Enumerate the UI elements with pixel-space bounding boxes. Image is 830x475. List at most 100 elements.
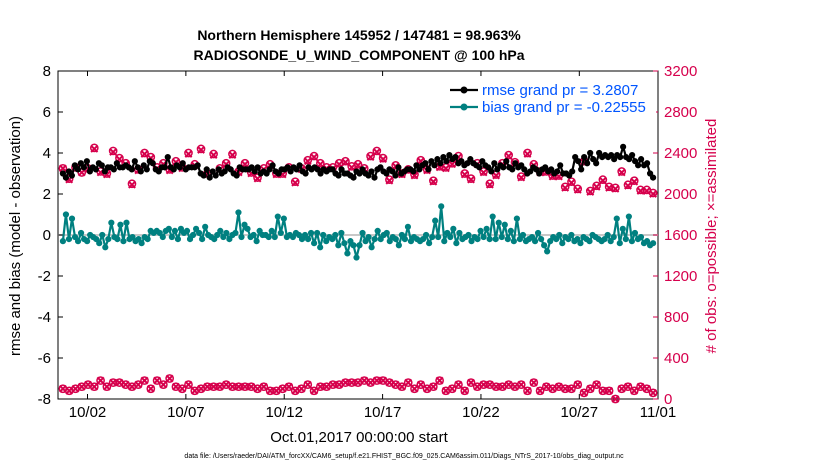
obs-assimilated-low-point-stroke (573, 380, 582, 389)
bias-point (108, 219, 115, 226)
obs-assimilated-low-point-stroke (90, 382, 99, 391)
obs-possible-low-point (642, 384, 652, 394)
bias-point (586, 238, 593, 245)
bias-point (637, 233, 645, 241)
obs-possible-low-point (177, 384, 187, 394)
obs-assimilated-point (630, 177, 639, 186)
bias-point (220, 233, 227, 241)
obs-assimilated-low-point-stroke (416, 380, 425, 389)
rmse-point (83, 158, 90, 165)
rmse-point (101, 168, 108, 175)
obs-assimilated-point (429, 177, 438, 186)
obs-assimilated-low-point-stroke (303, 380, 312, 389)
bias-point (280, 215, 287, 222)
y-tick-label: -4 (38, 309, 51, 326)
obs-assimilated-low-point-stroke (328, 380, 337, 389)
bias-point (568, 231, 575, 239)
bias-point (547, 238, 554, 245)
obs-possible-low-point (209, 382, 218, 392)
obs-assimilated-low-point-stroke (642, 384, 651, 393)
rmse-point (137, 168, 144, 175)
obs-assimilated-low-point-stroke (109, 378, 118, 387)
obs-assimilated-point (479, 168, 488, 177)
obs-assimilated-point (598, 176, 607, 185)
obs-assimilated-low-point (517, 380, 526, 389)
rmse-point (491, 160, 498, 167)
bias-point (350, 242, 357, 249)
rmse-point (71, 162, 79, 169)
obs-assimilated-low-point-stroke (165, 374, 174, 383)
obs-assimilated-low-point (479, 380, 488, 389)
obs-assimilated-low-point (416, 380, 425, 389)
bias-point (426, 240, 433, 247)
rmse-point (536, 170, 543, 177)
bias-point (386, 238, 393, 245)
rmse-point (581, 154, 588, 161)
obs-assimilated-point (197, 146, 205, 154)
obs-assimilated-point-stroke (354, 161, 362, 170)
obs-assimilated-point-stroke (253, 174, 262, 183)
rmse-point (194, 162, 201, 169)
obs-assimilated-point (184, 150, 193, 158)
rmse-point (227, 166, 234, 173)
obs-assimilated-point (517, 173, 526, 182)
rmse-point (74, 166, 81, 173)
obs-assimilated-point-stroke (598, 176, 607, 185)
rmse-point (365, 172, 372, 179)
obs-possible-low-point (491, 382, 501, 392)
obs-assimilated-point (624, 181, 632, 190)
obs-possible-point (516, 172, 526, 181)
obs-possible-low-point (303, 380, 313, 389)
obs-assimilated-low-point-stroke (448, 384, 457, 393)
obs-assimilated-low-point (285, 382, 293, 391)
obs-assimilated-low-point-stroke (372, 376, 381, 385)
rmse-point (164, 154, 171, 161)
rmse-point (572, 154, 579, 161)
obs-assimilated-low-point-stroke (285, 382, 293, 391)
rmse-point (575, 158, 582, 165)
obs-possible-point (611, 183, 620, 193)
obs-assimilated-point-stroke (228, 151, 237, 159)
x-tick-label: 10/17 (364, 404, 402, 421)
obs-possible-low-point (592, 380, 601, 389)
obs-possible-low-point (265, 386, 275, 396)
obs-possible-low-point (165, 374, 174, 383)
bias-point (516, 236, 524, 243)
bias-point (311, 240, 318, 247)
obs-possible-low-point (523, 386, 532, 396)
obs-possible-point (315, 158, 325, 168)
rmse-point (269, 162, 276, 169)
bias-point (601, 236, 608, 243)
obs-possible-point (309, 151, 319, 161)
obs-assimilated-low-point (611, 395, 620, 403)
obs-possible-low-point (604, 386, 614, 396)
obs-assimilated-low-point-stroke (159, 380, 168, 389)
bias-point (341, 240, 348, 247)
obs-assimilated-point-stroke (617, 168, 626, 177)
obs-possible-point (585, 186, 595, 196)
bias-point (534, 229, 542, 237)
bias-point (323, 238, 330, 245)
obs-possible-low-point (372, 376, 382, 385)
obs-assimilated-low-point-stroke (241, 382, 249, 391)
obs-possible-low-point (428, 382, 438, 392)
obs-assimilated-point-stroke (90, 144, 99, 153)
bias-point (359, 229, 366, 237)
rmse-point (176, 164, 183, 171)
obs-possible-point (560, 182, 570, 192)
obs-possible-low-point (240, 382, 250, 392)
obs-possible-point (504, 150, 514, 160)
rmse-point (155, 168, 162, 175)
bias-point (274, 213, 281, 220)
obs-assimilated-low-point (429, 382, 438, 391)
chart-title: Northern Hemisphere 145952 / 147481 = 98… (197, 27, 521, 43)
obs-possible-point (460, 169, 470, 178)
obs-assimilated-low-point-stroke (96, 376, 105, 385)
obs-assimilated-point (485, 180, 494, 189)
obs-assimilated-point (467, 175, 475, 184)
rmse-point (425, 166, 432, 173)
obs-assimilated-point-stroke (567, 178, 576, 187)
rmse-point (338, 166, 345, 173)
obs-assimilated-low-point-stroke (115, 378, 124, 387)
